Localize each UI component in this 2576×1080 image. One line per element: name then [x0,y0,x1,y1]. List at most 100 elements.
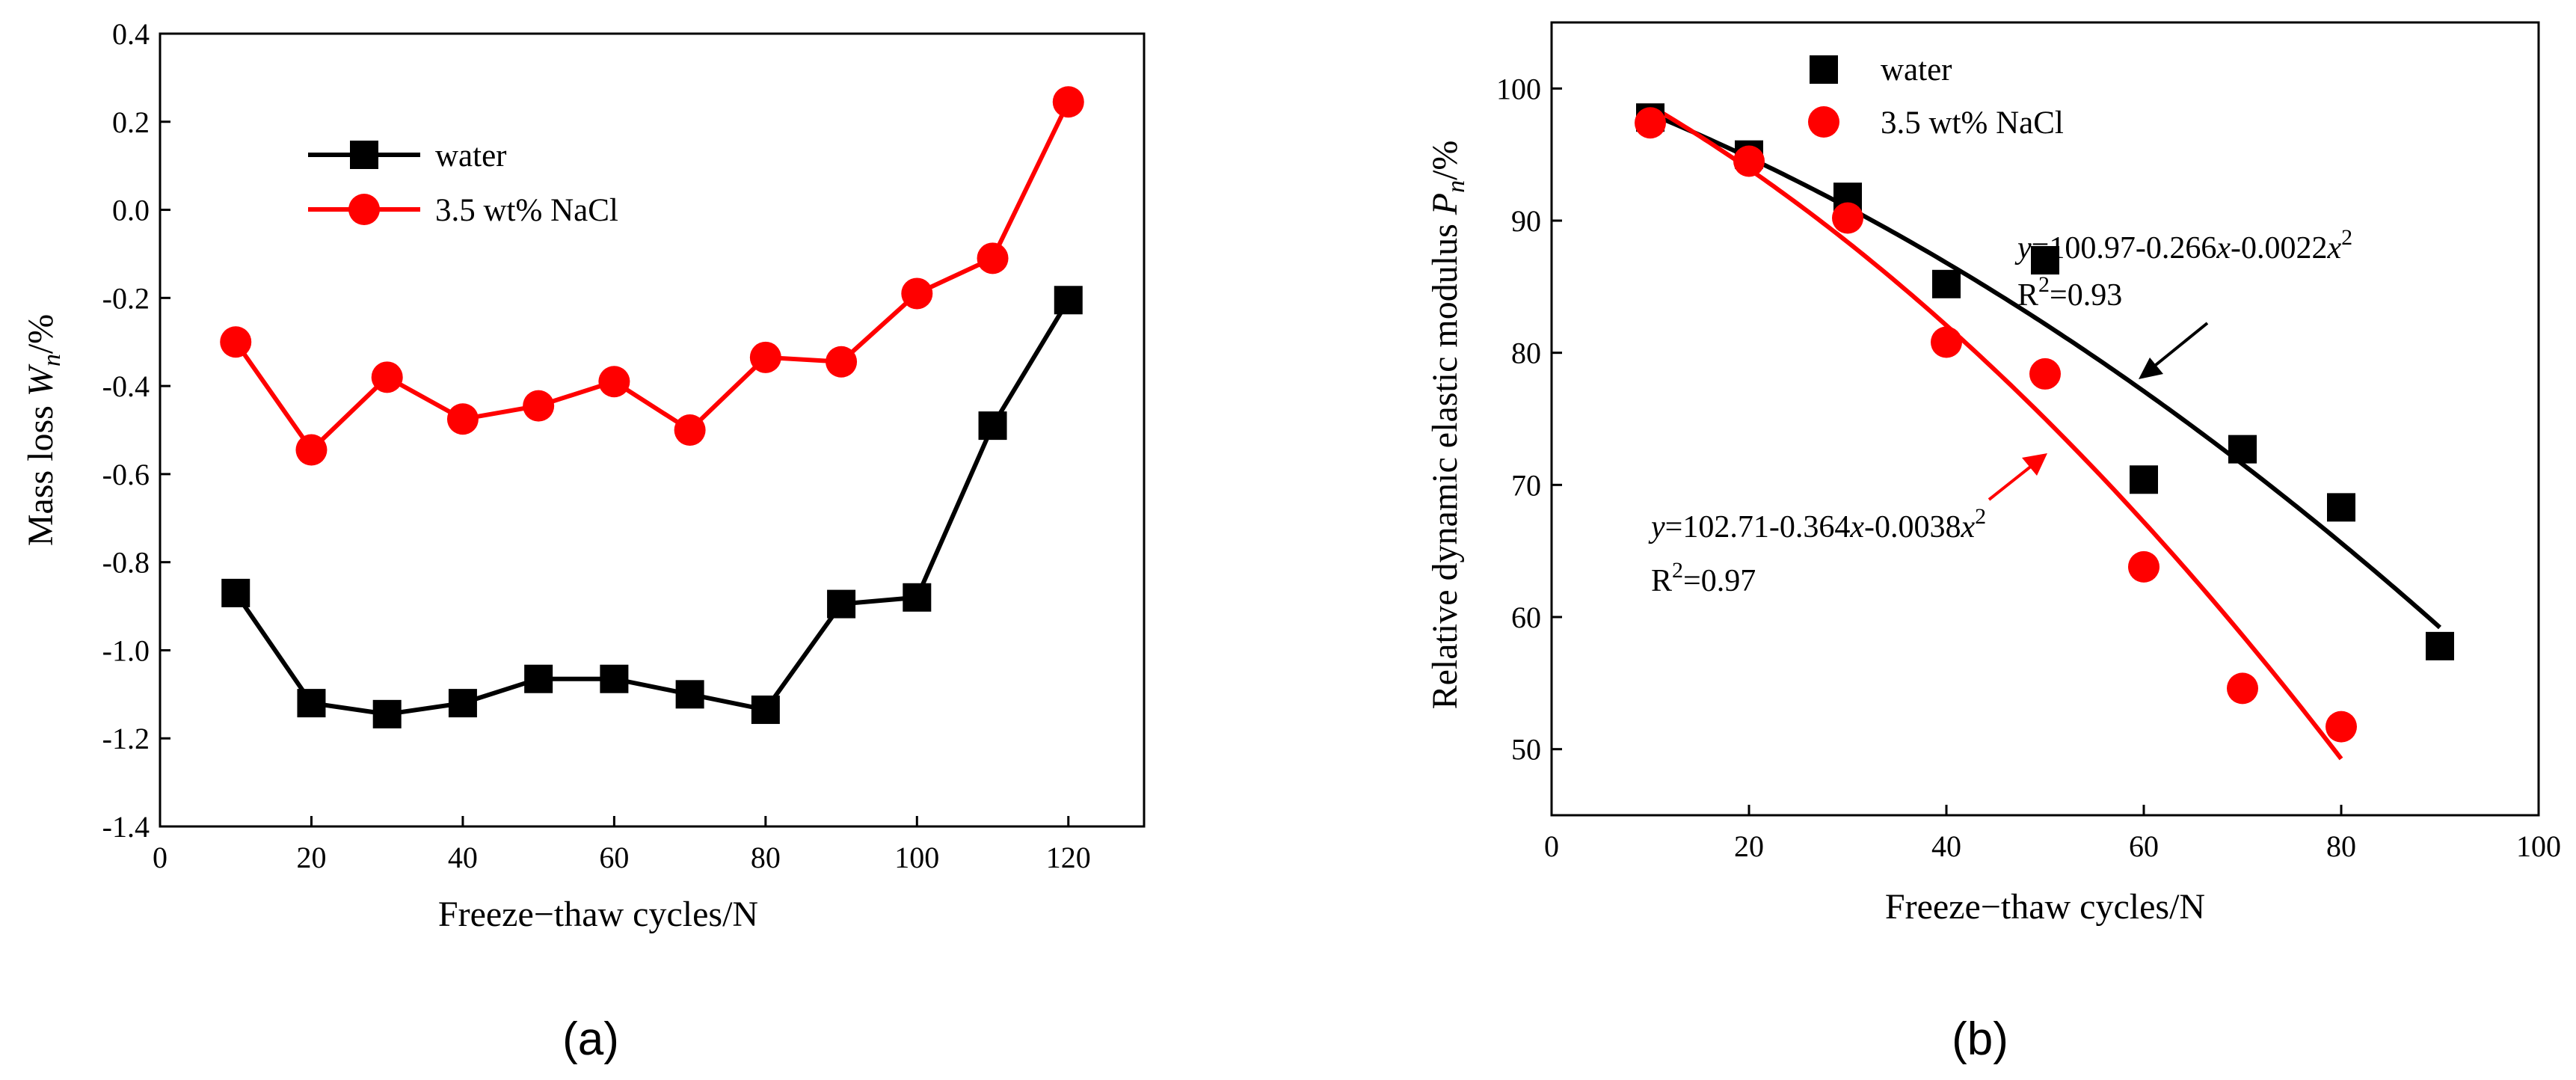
data-point-water [297,689,326,718]
legend-b-water-marker [1810,55,1838,84]
legend-a-water-marker [350,141,378,169]
data-point-water [600,664,629,693]
chart-a-ytick-label: -0.2 [102,281,150,315]
chart-a-xtick-label: 0 [153,841,167,874]
data-point-water [2031,246,2059,274]
annotation-nacl-eq-x1: x [1849,510,1864,544]
annotation-water-r2-r: R [2017,278,2038,313]
chart-b-xtick-label: 20 [1734,829,1764,863]
chart-a-xtick-label: 120 [1046,841,1091,874]
data-point-nacl [2029,358,2061,390]
chart-b-ytick-label: 100 [1496,72,1541,105]
data-point-water [2327,493,2355,522]
chart-b-ytick-label: 80 [1511,337,1541,370]
data-point-water [978,411,1007,441]
chart-b-ytick-label: 90 [1511,204,1541,238]
chart-a-ytick-label: -0.4 [102,369,150,403]
chart-b-ylabel-unit: /% [1425,141,1465,180]
annotation-nacl-r2-value: =0.97 [1683,564,1756,598]
data-point-nacl [2326,711,2357,743]
chart-b-fit-curves [1649,103,2441,761]
chart-a-ytick-label: -1.4 [102,810,150,844]
chart-b-ticks: 0 20 40 60 80 100 50 60 70 80 90 100 [1496,72,2561,863]
annotation-water-eq-x2: x [2327,231,2342,266]
data-point-nacl [977,242,1009,274]
legend-b-water-label: water [1881,52,1952,88]
annotation-water-eq-y: y [2014,231,2032,266]
chart-a-ylabel-symbol: W [21,363,61,396]
chart-a-xtick-label: 40 [448,841,478,874]
data-point-water [1932,269,1961,298]
chart-a-series [220,86,1084,728]
annotation-water-eq-x1: x [2216,231,2231,266]
data-point-nacl [2128,550,2160,583]
annotation-water-eq-exp: 2 [2341,225,2352,250]
annotation-nacl-r2-exp: 2 [1672,558,1683,583]
chart-a-panel-label: (a) [562,1013,619,1065]
data-point-water [448,689,477,718]
chart-b-plot-frame [1550,21,2540,817]
chart-a-ylabel-subscript: n [38,354,66,366]
chart-b-xlabel: Freeze−thaw cycles/N [1885,887,2205,927]
chart-a-xtick-label: 60 [599,841,629,874]
chart-b-ylabel: Relative dynamic elastic modulus Pn/% [1425,141,1470,710]
series-line-water [233,298,1071,717]
chart-b-series [1635,103,2454,743]
annotation-nacl-eq-part1: =102.71-0.364 [1665,510,1851,544]
chart-b-ylabel-symbol: P [1425,193,1465,215]
annotation-water-eq-part2: -0.0022 [2231,231,2328,266]
chart-a-mass-loss: 0 20 40 60 80 100 120 -1.4 -1.2 -1.0 -0.8 -0.6 -0.4 -… [21,17,1146,1065]
data-point-water [675,680,704,709]
legend-a-nacl-marker [348,194,380,225]
chart-a-legend: water 3.5 wt% NaCl [308,138,618,228]
chart-a-ticks: 0 20 40 60 80 100 120 -1.4 -1.2 -1.0 -0.8 -0.6 -0.4 -… [102,17,1091,874]
chart-a-ylabel-text: Mass loss [21,396,61,546]
data-point-water [2130,465,2158,494]
annotation-nacl-eq-x2: x [1961,510,1976,544]
chart-a-plot-frame [159,32,1146,828]
chart-b-elastic-modulus: 0 20 40 60 80 100 50 60 70 80 90 100 water 3.5 wt% … [1425,21,2561,1065]
annotation-water-arrow-shaft [2151,322,2209,369]
chart-b-ytick-label: 70 [1511,468,1541,502]
chart-b-ylabel-subscript: n [1442,180,1470,193]
data-point-nacl [220,326,252,358]
chart-a-xlabel: Freeze−thaw cycles/N [438,895,758,934]
data-point-nacl [295,434,328,466]
legend-b-nacl-label: 3.5 wt% NaCl [1881,105,2064,141]
data-point-nacl [598,366,630,398]
annotation-nacl-equation: y=102.71-0.364x-0.0038x2 [1648,504,1986,544]
chart-b-xtick-label: 100 [2516,829,2561,863]
data-point-nacl [2227,672,2258,705]
chart-b-legend: water 3.5 wt% NaCl [1808,52,2064,141]
chart-b-ytick-label: 60 [1511,601,1541,634]
data-point-nacl [826,346,858,378]
annotation-water-r2-exp: 2 [2038,272,2050,297]
data-point-water [221,578,250,607]
data-point-water [524,664,553,693]
annotation-water-arrow-head [2139,358,2163,379]
chart-b-ylabel-text: Relative dynamic elastic modulus [1425,215,1465,709]
chart-a-ytick-label: -0.6 [102,458,150,491]
chart-b-panel-label: (b) [1952,1013,2008,1065]
chart-b-xtick-label: 0 [1544,829,1559,863]
annotation-water-r2-value: =0.93 [2050,278,2122,313]
data-point-nacl [446,403,479,435]
data-point-water [2228,435,2257,464]
data-point-nacl [1733,145,1765,177]
chart-a-ytick-label: -0.8 [102,546,150,580]
legend-a-nacl-label: 3.5 wt% NaCl [435,193,618,228]
fit-curve-water [1649,111,2441,630]
data-point-water [372,699,402,728]
data-point-nacl [901,277,933,310]
chart-a-xtick-label: 20 [296,841,326,874]
annotation-water-eq-part1: =100.97-0.266 [2032,231,2217,266]
chart-a-ytick-label: -1.2 [102,722,150,755]
data-point-water [903,583,932,612]
legend-a-water-label: water [435,138,507,174]
annotation-water-equation: y=100.97-0.266x-0.0022x2 [2014,225,2352,266]
chart-b-xtick-label: 60 [2129,829,2159,863]
chart-a-xtick-label: 100 [894,841,939,874]
chart-b-xtick-label: 40 [1931,829,1961,863]
data-point-nacl [1832,202,1863,234]
chart-a-ylabel-unit: /% [21,314,61,354]
